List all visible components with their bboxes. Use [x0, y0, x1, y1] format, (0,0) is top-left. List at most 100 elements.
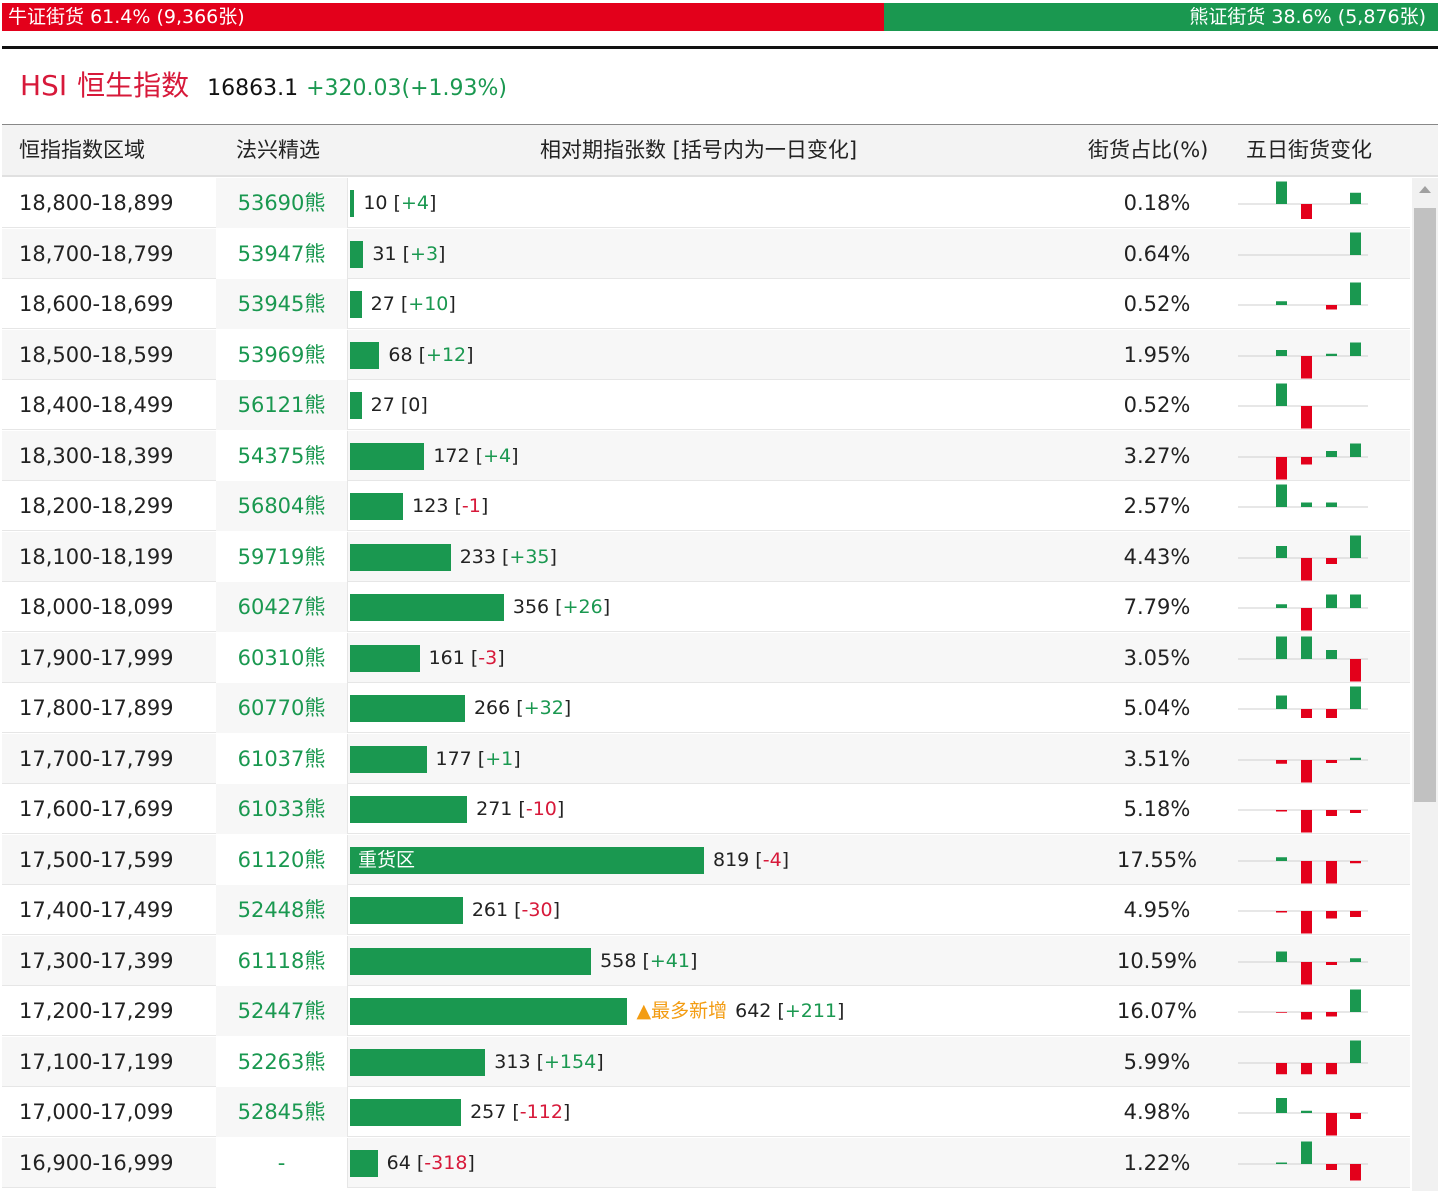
trend-bar-down	[1301, 204, 1312, 219]
table-row[interactable]: 17,300-17,399 61118熊 558 [+41] 10.59%	[2, 935, 1410, 986]
count-bar	[350, 947, 592, 975]
share-pct: 5.04%	[1123, 696, 1191, 720]
pick-link[interactable]: 61120熊	[216, 834, 348, 885]
header-range[interactable]: 恒指指数区域	[19, 138, 145, 162]
bear-pct: 38.6%	[1271, 6, 1332, 28]
range-cell: 17,900-17,999	[19, 645, 174, 670]
count-label: 27 [+10]	[370, 293, 456, 315]
table-row[interactable]: 18,000-18,099 60427熊 356 [+26] 7.79%	[2, 582, 1410, 632]
table-row[interactable]: 16,900-16,999 - 64 [-318] 1.22%	[2, 1137, 1410, 1188]
pick-link[interactable]: 56804熊	[216, 481, 348, 531]
most-added-note: ▲最多新增	[636, 1000, 728, 1022]
pick-link[interactable]: 61033熊	[216, 784, 348, 834]
trend-bar-down	[1326, 1012, 1337, 1017]
count-label: 271 [-10]	[476, 798, 565, 820]
range-cell: 16,900-16,999	[19, 1150, 174, 1175]
table-row[interactable]: 18,800-18,899 53690熊 10 [+4] 0.18%	[2, 178, 1410, 228]
table-row[interactable]: 17,900-17,999 60310熊 161 [-3] 3.05%	[2, 632, 1410, 683]
table-row[interactable]: 18,100-18,199 59719熊 233 [+35] 4.43%	[2, 531, 1410, 582]
pick-link[interactable]: 60427熊	[216, 582, 348, 632]
daily-change: +3	[410, 242, 439, 265]
daily-change: -30	[521, 899, 553, 921]
share-pct: 3.27%	[1123, 443, 1191, 468]
table-row[interactable]: 18,700-18,799 53947熊 31 [+3] 0.64%	[2, 228, 1410, 279]
count-bar	[350, 240, 364, 268]
pick-link[interactable]: 54375熊	[216, 430, 348, 481]
trend-bar-down	[1350, 911, 1361, 917]
pick-link[interactable]: 61037熊	[216, 733, 348, 784]
count-label: 68 [+12]	[388, 343, 474, 366]
count-bar	[350, 1149, 378, 1177]
count-label: 161 [-3]	[428, 646, 505, 669]
table-row[interactable]: 18,600-18,699 53945熊 27 [+10] 0.52%	[2, 279, 1410, 329]
trend-bar-down	[1301, 608, 1312, 631]
count-value: 177	[435, 747, 472, 770]
count-label: 558 [+41]	[600, 949, 698, 972]
trend-bar-up	[1276, 301, 1287, 305]
table-row[interactable]: 17,800-17,899 60770熊 266 [+32] 5.04%	[2, 683, 1410, 733]
pick-link[interactable]: 53690熊	[216, 178, 348, 228]
table-row[interactable]: 18,400-18,499 56121熊 27 [0] 0.52%	[2, 380, 1410, 430]
trend-bar-up	[1350, 192, 1361, 204]
trend-bar-down	[1326, 709, 1337, 718]
count-label: 356 [+26]	[512, 596, 611, 618]
five-day-trend	[1238, 443, 1368, 479]
table-row[interactable]: 17,700-17,799 61037熊 177 [+1] 3.51%	[2, 733, 1410, 784]
count-value: 172	[433, 444, 470, 467]
pick-link[interactable]: 52263熊	[216, 1036, 348, 1087]
share-pct: 17.55%	[1116, 847, 1198, 872]
share-pct: 2.57%	[1123, 494, 1191, 518]
index-code: HSI	[20, 69, 68, 102]
count-value: 819	[713, 848, 750, 871]
table-row[interactable]: 18,200-18,299 56804熊 123 [-1] 2.57%	[2, 481, 1410, 531]
pick-link[interactable]: 53945熊	[216, 279, 348, 329]
table-row[interactable]: 17,600-17,699 61033熊 271 [-10] 5.18%	[2, 784, 1410, 834]
pick-link[interactable]: 59719熊	[216, 531, 348, 582]
range-cell: 18,100-18,199	[19, 544, 174, 569]
range-cell: 17,800-17,899	[19, 696, 174, 720]
index-title: HSI 恒生指数 16863.1 +320.03(+1.93%)	[20, 64, 507, 108]
trend-bar-up	[1326, 649, 1337, 659]
pick-link[interactable]: 53947熊	[216, 228, 348, 279]
pick-link[interactable]: 60770熊	[216, 683, 348, 733]
header-trend[interactable]: 五日街货变化	[1246, 138, 1372, 162]
pick-link[interactable]: 61118熊	[216, 935, 348, 986]
table-row[interactable]: 17,200-17,299 52447熊 ▲最多新增 642 [+211] 16.07%	[2, 986, 1410, 1036]
header-pick[interactable]: 法兴精选	[236, 138, 320, 162]
header-count[interactable]: 相对期指张数 [括号内为一日变化]	[540, 138, 858, 162]
range-cell: 18,700-18,799	[19, 241, 174, 266]
table-row[interactable]: 17,100-17,199 52263熊 313 [+154] 5.99%	[2, 1036, 1410, 1087]
table-row[interactable]: 18,500-18,599 53969熊 68 [+12] 1.95%	[2, 329, 1410, 380]
count-bar	[350, 796, 468, 823]
scroll-thumb[interactable]	[1414, 208, 1436, 802]
index-name: 恒生指数	[77, 69, 190, 102]
count-value: 313	[494, 1050, 531, 1073]
trend-bar-up	[1350, 989, 1361, 1012]
bull-count: (9,366张)	[156, 6, 245, 28]
table-row[interactable]: 17,000-17,099 52845熊 257 [-112] 4.98%	[2, 1087, 1410, 1137]
pick-link[interactable]: 56121熊	[216, 380, 348, 430]
trend-bar-up	[1276, 604, 1287, 608]
daily-change: +154	[544, 1050, 597, 1073]
daily-change: +12	[426, 343, 467, 366]
range-cell: 17,400-17,499	[19, 898, 174, 922]
pick-link[interactable]: 60310熊	[216, 632, 348, 683]
pick-link[interactable]: 52845熊	[216, 1087, 348, 1137]
vertical-scrollbar[interactable]	[1412, 178, 1438, 1191]
count-label: 177 [+1]	[435, 747, 521, 770]
header-pct[interactable]: 街货占比(%)	[1088, 138, 1209, 162]
pick-link[interactable]: 52447熊	[216, 986, 348, 1036]
count-value: 558	[600, 949, 637, 972]
table-row[interactable]: 18,300-18,399 54375熊 172 [+4] 3.27%	[2, 430, 1410, 481]
trend-bar-down	[1276, 1012, 1287, 1013]
trend-bar-down	[1276, 1062, 1287, 1074]
table-row[interactable]: 17,400-17,499 52448熊 261 [-30] 4.95%	[2, 885, 1410, 935]
pick-link[interactable]: 53969熊	[216, 329, 348, 380]
trend-bar-down	[1276, 759, 1287, 764]
table-row[interactable]: 17,500-17,599 61120熊 重货区 819 [-4] 17.55%	[2, 834, 1410, 885]
pick-link[interactable]: 52448熊	[216, 885, 348, 935]
count-value: 31	[372, 242, 397, 265]
scroll-up-arrow-icon[interactable]	[1419, 186, 1431, 193]
daily-change: +41	[649, 949, 690, 972]
range-cell: 18,800-18,899	[19, 191, 174, 215]
